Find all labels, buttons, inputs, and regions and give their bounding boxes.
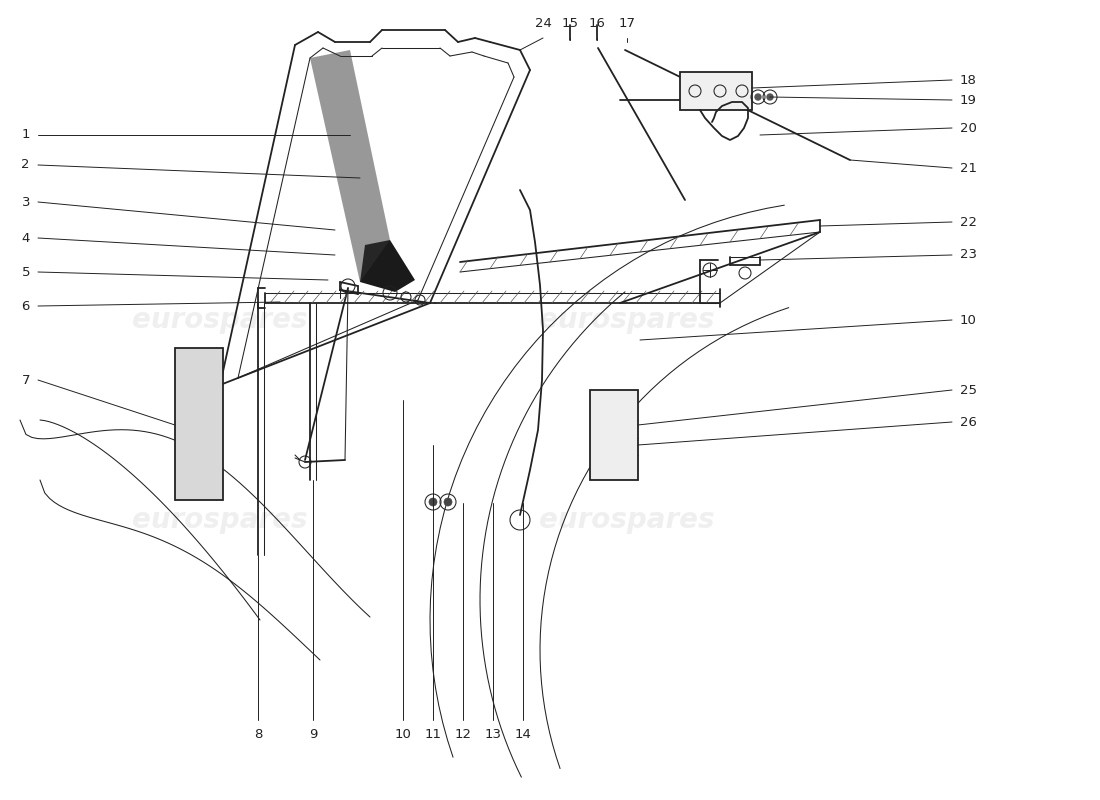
Polygon shape: [360, 240, 415, 292]
Bar: [680, 72, 752, 110]
Text: 4: 4: [22, 231, 30, 245]
Text: 22: 22: [960, 215, 977, 229]
Text: 10: 10: [960, 314, 977, 326]
Text: 1: 1: [22, 129, 30, 142]
Circle shape: [755, 94, 761, 100]
Text: 6: 6: [22, 299, 30, 313]
Text: 21: 21: [960, 162, 977, 174]
Polygon shape: [310, 50, 390, 282]
Text: 19: 19: [960, 94, 977, 106]
Text: 11: 11: [425, 728, 441, 741]
Text: 23: 23: [960, 249, 977, 262]
Text: 7: 7: [22, 374, 30, 386]
Text: 3: 3: [22, 195, 30, 209]
Text: 20: 20: [960, 122, 977, 134]
Text: 10: 10: [395, 728, 411, 741]
Text: eurospares: eurospares: [132, 306, 308, 334]
Text: 16: 16: [588, 17, 605, 30]
Text: 13: 13: [484, 728, 502, 741]
Circle shape: [429, 498, 437, 506]
Text: eurospares: eurospares: [132, 506, 308, 534]
Text: 12: 12: [454, 728, 472, 741]
Text: 17: 17: [618, 17, 636, 30]
Text: 8: 8: [254, 728, 262, 741]
Text: 2: 2: [22, 158, 30, 171]
Text: eurospares: eurospares: [539, 306, 715, 334]
Text: 25: 25: [960, 383, 977, 397]
Circle shape: [767, 94, 773, 100]
Text: 5: 5: [22, 266, 30, 278]
Text: 18: 18: [960, 74, 977, 86]
Text: 24: 24: [535, 17, 551, 30]
Bar: [590, 390, 638, 480]
Bar: [175, 348, 223, 500]
Text: 14: 14: [515, 728, 531, 741]
Text: 26: 26: [960, 415, 977, 429]
Text: 15: 15: [561, 17, 579, 30]
Text: eurospares: eurospares: [539, 506, 715, 534]
Circle shape: [444, 498, 452, 506]
Text: 9: 9: [309, 728, 317, 741]
